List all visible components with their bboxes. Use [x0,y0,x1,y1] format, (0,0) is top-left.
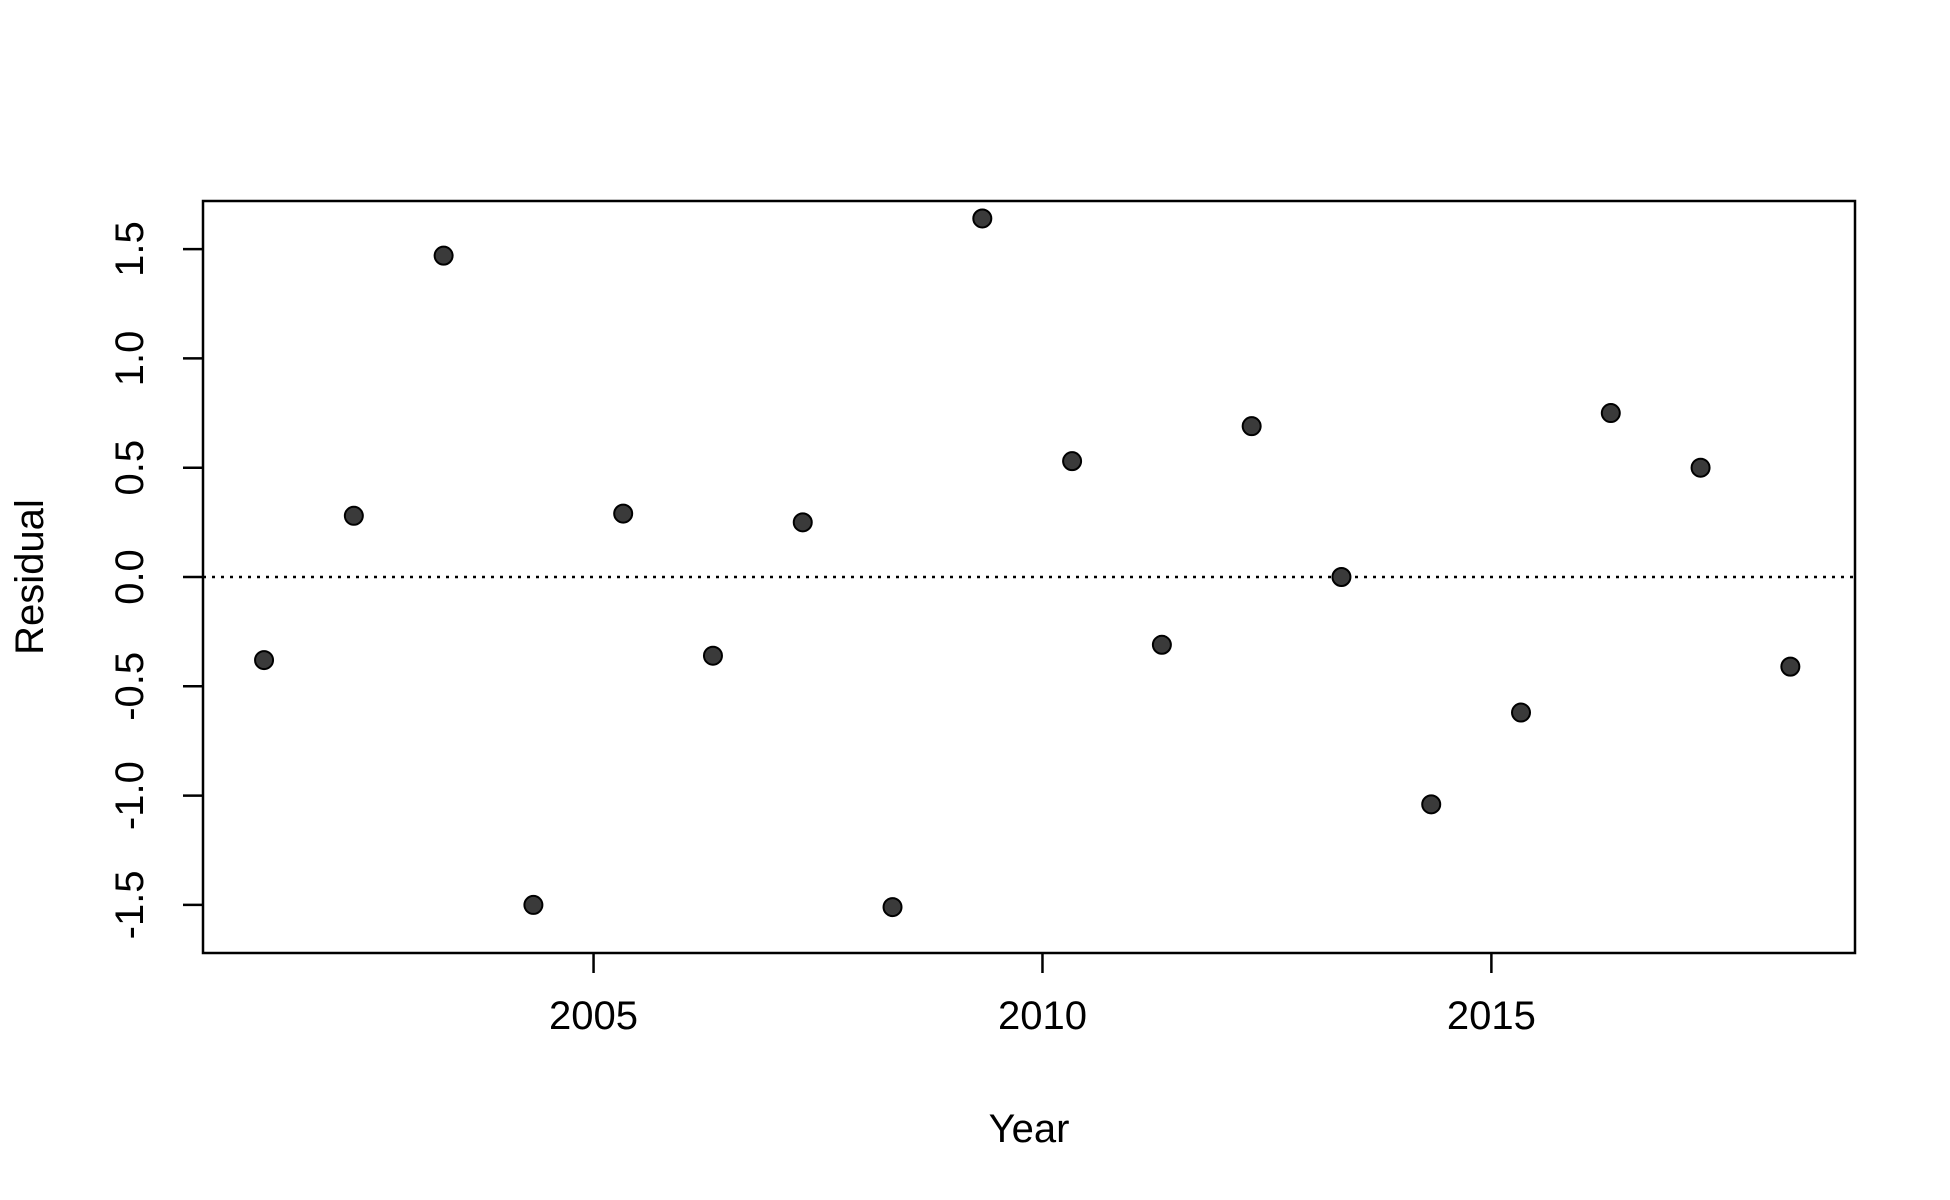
x-axis-label: Year [989,1107,1070,1151]
data-point [343,505,364,526]
x-tick-label: 2015 [1447,994,1536,1038]
data-point [1600,403,1621,424]
data-point [613,503,634,524]
y-tick-label: -1.0 [108,761,152,830]
data-point [792,512,813,533]
data-point [1690,457,1711,478]
x-tick-label: 2005 [549,994,638,1038]
data-point [1062,451,1083,472]
y-tick-label: -1.5 [108,870,152,939]
y-tick-label: -0.5 [108,652,152,721]
y-tick-label: 0.0 [108,549,152,605]
data-point [882,897,903,918]
data-point [702,645,723,666]
y-tick-label: 1.5 [108,221,152,277]
data-points [254,208,1801,918]
data-point [1780,656,1801,677]
data-point [433,245,454,266]
y-tick-label: 0.5 [108,440,152,496]
data-point [254,650,275,671]
y-axis-label: Residual [8,499,52,655]
x-axis: 2005 2010 2015 [549,953,1536,1038]
x-tick-label: 2010 [998,994,1087,1038]
data-point [972,208,993,229]
data-point [1331,567,1352,587]
y-tick-label: 1.0 [108,331,152,387]
data-point [1241,416,1262,437]
data-point [523,894,544,915]
data-point [1511,702,1532,723]
data-point [1421,794,1442,815]
data-point [1151,634,1172,655]
y-axis: -1.5 -1.0 -0.5 0.0 0.5 1.0 1.5 [108,221,203,939]
